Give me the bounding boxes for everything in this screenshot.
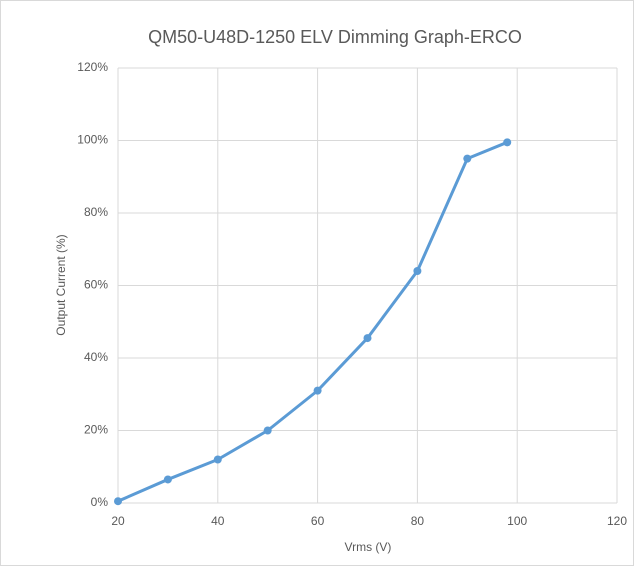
y-tick-label: 20% xyxy=(84,423,108,437)
data-point xyxy=(114,497,122,506)
chart-title: QM50-U48D-1250 ELV Dimming Graph-ERCO xyxy=(148,27,522,47)
x-tick-label: 100 xyxy=(507,514,527,528)
x-axis-title: Vrms (V) xyxy=(345,540,392,554)
y-tick-label: 60% xyxy=(84,278,108,292)
data-point xyxy=(363,334,372,343)
x-tick-label: 20 xyxy=(111,514,125,528)
data-point xyxy=(163,475,172,484)
data-point xyxy=(313,386,322,395)
data-point xyxy=(463,154,472,163)
data-point xyxy=(213,455,222,464)
data-point xyxy=(503,138,512,147)
x-tick-label: 120 xyxy=(607,514,627,528)
y-tick-label: 100% xyxy=(77,133,108,147)
x-tick-label: 40 xyxy=(211,514,225,528)
data-point xyxy=(413,267,422,275)
y-tick-label: 80% xyxy=(84,205,108,219)
y-tick-label: 40% xyxy=(84,350,108,364)
y-tick-label: 0% xyxy=(91,495,109,509)
y-tick-label: 120% xyxy=(77,60,108,74)
y-axis-title: Output Current (%) xyxy=(54,234,68,335)
x-tick-label: 60 xyxy=(311,514,325,528)
x-tick-label: 80 xyxy=(411,514,425,528)
data-point xyxy=(263,426,272,435)
